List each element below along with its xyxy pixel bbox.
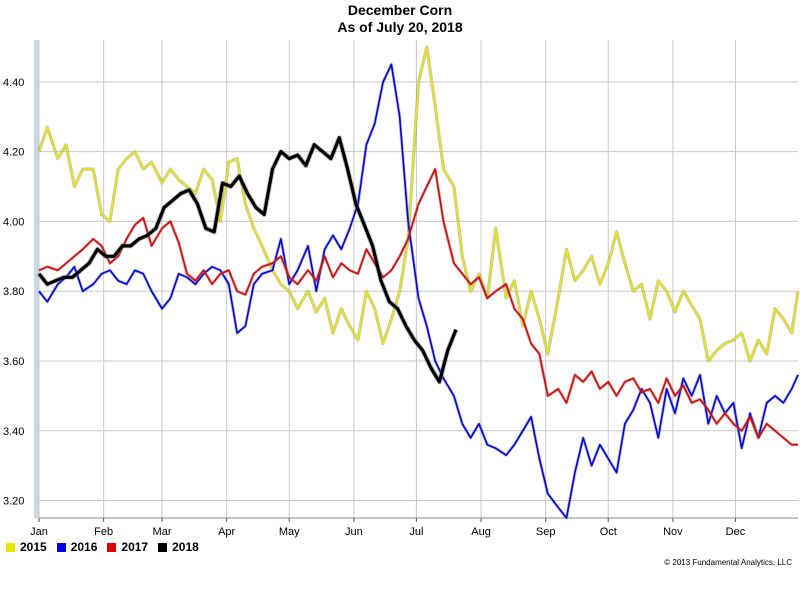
legend-swatch bbox=[6, 542, 15, 552]
grid-lines bbox=[38, 40, 798, 519]
x-tick-label: Jul bbox=[409, 526, 423, 538]
y-tick-label: 4.20 bbox=[3, 147, 24, 159]
chart-title: December Corn bbox=[347, 2, 453, 18]
x-tick-label: Feb bbox=[94, 526, 113, 538]
legend-label: 2017 bbox=[121, 540, 149, 554]
legend-item-2018: 2018 bbox=[158, 540, 199, 554]
plot-area bbox=[38, 40, 798, 518]
series-2018-line bbox=[37, 136, 458, 384]
y-tick-label: 3.20 bbox=[3, 496, 24, 508]
x-tick-label: Apr bbox=[218, 526, 235, 538]
legend: 2015 2016 2017 2018 bbox=[6, 540, 199, 554]
x-tick-label: Oct bbox=[600, 526, 617, 538]
chart-subtitle: As of July 20, 2018 bbox=[337, 19, 463, 35]
legend-label: 2015 bbox=[20, 540, 47, 554]
x-tick-label: Jan bbox=[30, 526, 48, 538]
x-tick-label: Mar bbox=[153, 526, 172, 538]
y-tick-label: 3.80 bbox=[3, 286, 24, 298]
y-tick-label: 3.40 bbox=[3, 426, 24, 438]
y-axis-bar bbox=[34, 40, 39, 518]
legend-item-2015: 2015 bbox=[6, 540, 47, 554]
x-tick-label: Jun bbox=[345, 526, 363, 538]
legend-swatch bbox=[107, 542, 117, 552]
series-2017-line bbox=[38, 168, 798, 446]
x-tick-label: Sep bbox=[536, 526, 556, 538]
legend-item-2017: 2017 bbox=[107, 540, 148, 554]
y-tick-label: 3.60 bbox=[3, 356, 24, 368]
y-axis-tick-labels: 3.20 3.40 3.60 3.80 4.00 4.20 4.40 bbox=[3, 77, 24, 508]
legend-swatch bbox=[158, 542, 168, 552]
x-axis-tick-labels: Jan Feb Mar Apr May Jun Jul Aug Sep Oct Nov Dec bbox=[30, 518, 746, 538]
copyright-text: © 2013 Fundamental Analytics, LLC bbox=[664, 558, 792, 567]
x-tick-label: Aug bbox=[471, 526, 491, 538]
legend-item-2016: 2016 bbox=[56, 540, 98, 554]
x-tick-label: Nov bbox=[663, 526, 683, 538]
series-2015-line bbox=[38, 46, 799, 362]
x-tick-label: May bbox=[279, 526, 300, 538]
y-tick-label: 4.40 bbox=[3, 77, 24, 89]
legend-label: 2016 bbox=[70, 540, 98, 554]
x-tick-label: Dec bbox=[726, 526, 746, 538]
y-tick-label: 4.00 bbox=[3, 216, 24, 228]
series-2016-line bbox=[38, 63, 799, 519]
legend-swatch bbox=[56, 542, 66, 552]
legend-label: 2018 bbox=[172, 540, 199, 554]
series-lines bbox=[37, 45, 800, 520]
